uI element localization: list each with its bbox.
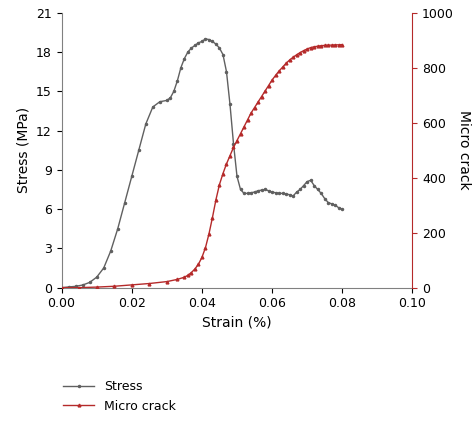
Micro crack bbox=[266, 83, 272, 88]
Stress bbox=[202, 36, 208, 41]
Micro crack bbox=[224, 162, 229, 167]
Stress bbox=[59, 285, 64, 290]
Legend: Stress, Micro crack: Stress, Micro crack bbox=[63, 380, 176, 412]
Stress bbox=[325, 200, 331, 205]
Line: Micro crack: Micro crack bbox=[60, 43, 344, 289]
Stress bbox=[339, 206, 345, 212]
Y-axis label: Stress (MPa): Stress (MPa) bbox=[17, 107, 30, 193]
Micro crack bbox=[59, 285, 64, 290]
Line: Stress: Stress bbox=[61, 38, 343, 288]
Micro crack bbox=[185, 273, 191, 278]
Stress bbox=[294, 190, 300, 195]
Micro crack bbox=[262, 88, 268, 93]
X-axis label: Strain (%): Strain (%) bbox=[202, 316, 272, 330]
Y-axis label: Micro crack: Micro crack bbox=[456, 110, 471, 190]
Micro crack bbox=[339, 42, 345, 47]
Stress bbox=[213, 41, 219, 47]
Stress bbox=[167, 95, 173, 100]
Micro crack bbox=[255, 99, 261, 104]
Stress bbox=[182, 56, 187, 61]
Micro crack bbox=[280, 65, 285, 70]
Stress bbox=[94, 275, 100, 280]
